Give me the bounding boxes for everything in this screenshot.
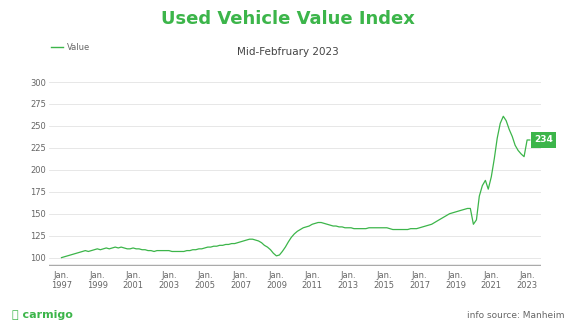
Legend: Value: Value <box>51 43 90 52</box>
Text: Used Vehicle Value Index: Used Vehicle Value Index <box>161 10 415 28</box>
Text: 234: 234 <box>535 136 553 145</box>
Text: Mid-Febfruary 2023: Mid-Febfruary 2023 <box>237 47 339 57</box>
Text: info source: Manheim: info source: Manheim <box>467 311 564 320</box>
Text: Ⓜ carmigo: Ⓜ carmigo <box>12 310 73 320</box>
